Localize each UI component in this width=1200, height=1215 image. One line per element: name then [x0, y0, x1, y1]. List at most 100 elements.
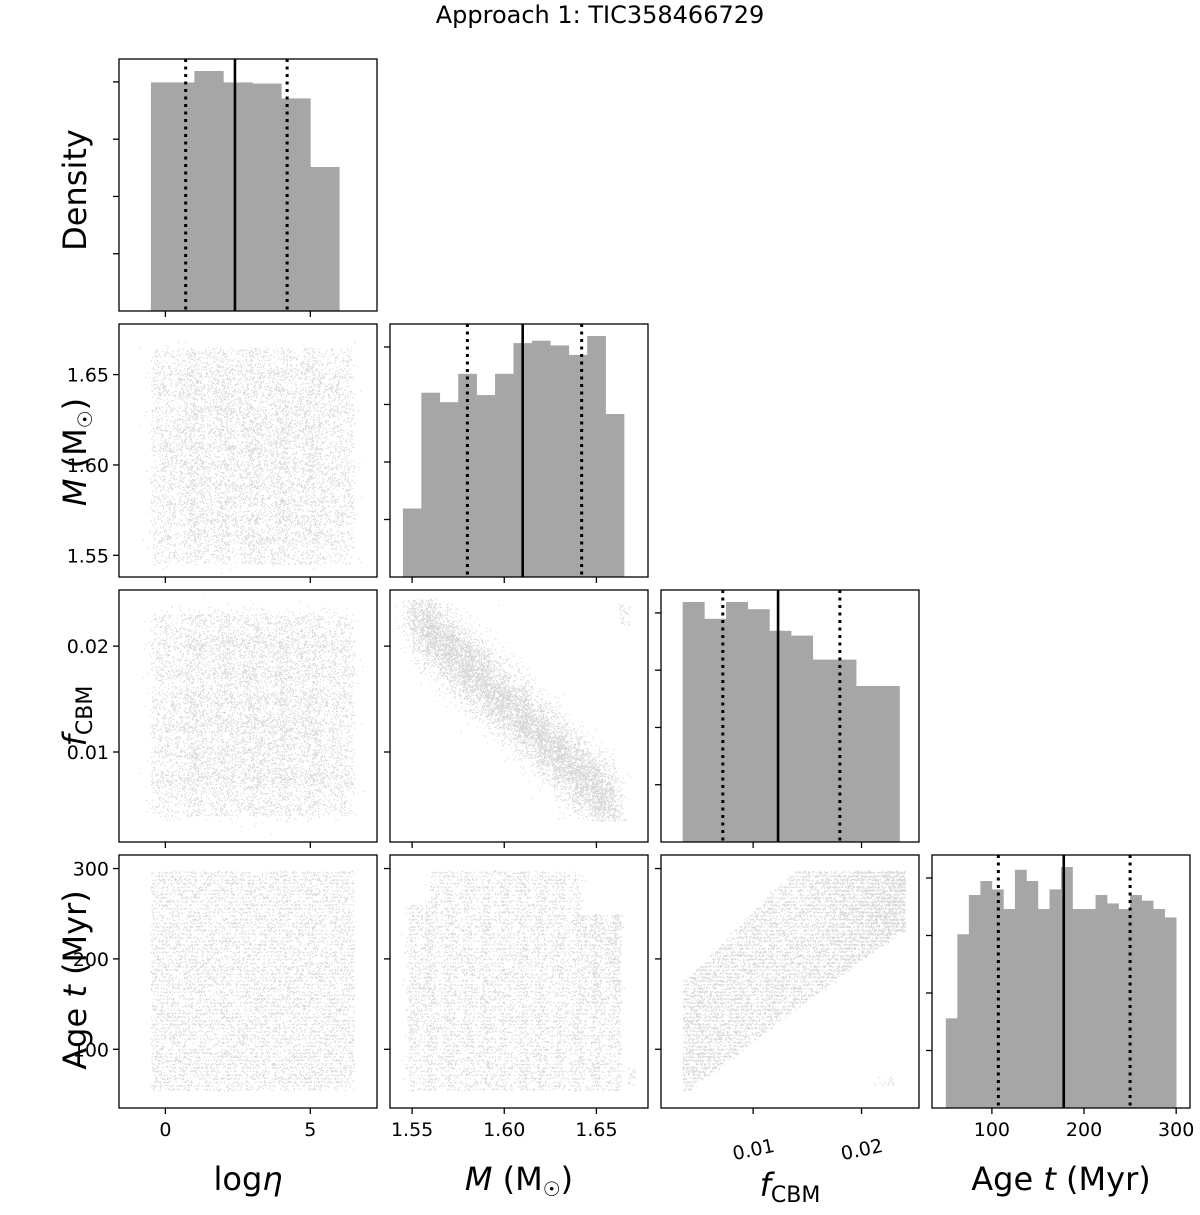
x-tick-label: 1.60 [483, 1119, 525, 1141]
y-label-fcbm: fCBM [56, 686, 98, 747]
histogram-bar [568, 354, 579, 577]
y-axis-M: 1.55 1.60 1.65 [67, 365, 119, 567]
y-label-sun-symbol: ☉ [73, 410, 97, 428]
histogram-bar [596, 336, 606, 577]
scatter-points [140, 594, 365, 835]
histogram-panel-age [926, 854, 1191, 1109]
histogram-bar [1061, 867, 1073, 1108]
histogram-bar [252, 83, 282, 311]
histogram-bar [1072, 909, 1085, 1108]
panel-frame [118, 323, 378, 578]
x-axis-M: 1.55 1.60 1.65 [391, 577, 618, 1141]
y-label-unit: (M [56, 428, 94, 478]
histogram-bar [1141, 900, 1154, 1108]
histogram-bar [1118, 909, 1131, 1108]
histogram-bar [1107, 903, 1119, 1108]
histogram-bar [877, 686, 900, 842]
x-label-symbol: t [1043, 1160, 1057, 1198]
x-label-logeta: logη [213, 1160, 282, 1198]
y-label-text: Age [56, 998, 94, 1070]
x-label-unit: (M [492, 1160, 542, 1198]
histogram-bar [476, 395, 487, 577]
histogram-bar [448, 402, 459, 577]
histogram-bar [439, 402, 450, 577]
histogram-bar [980, 881, 993, 1108]
histogram-bar [945, 1018, 958, 1108]
histogram-bar [834, 659, 857, 842]
histogram-bar [968, 895, 981, 1108]
x-tick-label: 100 [974, 1119, 1010, 1141]
scatter-panel-fCBM-vs-age [660, 854, 920, 1109]
panel-frame [118, 854, 378, 1109]
scatter-points [682, 870, 906, 1092]
x-label-fcbm: fCBM [760, 1166, 821, 1208]
x-label-text: log [213, 1160, 262, 1198]
y-label-close: ) [56, 398, 94, 410]
histogram-bar [747, 609, 770, 842]
histogram-bar [1153, 909, 1165, 1108]
x-label-symbol: η [262, 1160, 282, 1198]
histogram-bar [1037, 909, 1050, 1108]
histogram-bar [310, 167, 340, 311]
y-tick-label: 1.65 [67, 365, 109, 387]
histogram-bar [1084, 909, 1096, 1108]
histogram-bar [495, 373, 505, 577]
x-label-subscript: CBM [771, 1183, 820, 1208]
x-tick-label: 1.65 [575, 1119, 617, 1141]
x-tick-label: 0.01 [731, 1135, 777, 1165]
y-label-density: Density [56, 129, 94, 251]
y-axis-age: 100 200 300 [73, 859, 661, 1061]
histogram-bar [467, 373, 477, 577]
y-label-subscript: CBM [73, 686, 98, 735]
histogram-bar [559, 345, 570, 577]
histogram-bar [704, 618, 727, 842]
histogram-bar [402, 508, 413, 577]
histogram-bar [150, 82, 195, 311]
histogram-bar [605, 413, 616, 577]
histogram-bar [682, 602, 705, 842]
histogram-bar [577, 354, 588, 577]
x-label-symbol: M [465, 1160, 493, 1198]
scatter-points [150, 870, 355, 1092]
x-tick-label: 0.02 [839, 1135, 885, 1165]
y-tick-label: 0.01 [67, 742, 109, 764]
panel-frame [931, 854, 1191, 1109]
x-tick-label: 5 [304, 1119, 316, 1141]
histogram-bar [791, 635, 814, 842]
histogram-bar [726, 602, 749, 842]
y-label-symbol: M [56, 479, 94, 507]
histogram-bar [513, 343, 523, 577]
x-label-close: ) [561, 1160, 573, 1198]
panel-frame [389, 854, 649, 1109]
scatter-points [394, 598, 631, 822]
histogram-bar [1026, 881, 1039, 1108]
y-tick-label: 300 [73, 859, 109, 881]
x-tick-label: 1.55 [391, 1119, 433, 1141]
histogram-bar [430, 392, 441, 577]
scatter-panel-logeta-vs-age [118, 854, 378, 1109]
histogram-bar [614, 413, 625, 577]
histogram-bar [1130, 895, 1142, 1108]
x-tick-label: 0 [159, 1119, 171, 1141]
x-label-unit: (Myr) [1056, 1160, 1151, 1198]
histogram-bar [550, 345, 560, 577]
histogram-bar [531, 340, 542, 577]
histogram-panel-logeta [113, 58, 378, 312]
histogram-bar [587, 336, 597, 577]
x-label-sun-symbol: ☉ [543, 1177, 561, 1201]
histogram-bar [522, 343, 533, 577]
histogram-bar [223, 82, 253, 311]
x-label-mass: M (M☉) [465, 1160, 573, 1201]
y-tick-label: 0.02 [67, 636, 109, 658]
y-tick-label: 200 [73, 949, 109, 971]
y-label-unit: (Myr) [56, 890, 94, 985]
histogram-bar [281, 98, 311, 311]
histogram-bar [1003, 909, 1016, 1108]
histogram-bar [421, 392, 431, 577]
x-tick-label: 300 [1158, 1119, 1194, 1141]
histogram-bar [769, 630, 792, 842]
histogram-bar [412, 508, 422, 577]
histogram-panel-M [384, 323, 649, 578]
